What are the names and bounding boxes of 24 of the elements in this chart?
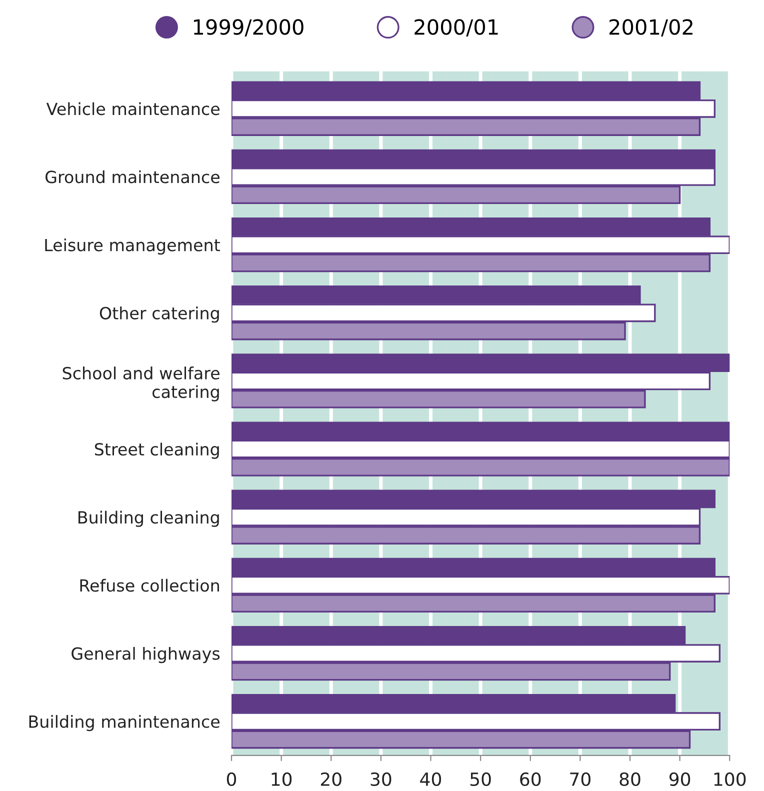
y-tick-label: Leisure management: [45, 238, 220, 255]
x-tick-label: 30: [370, 772, 392, 786]
x-tick-label: 100: [714, 772, 746, 786]
y-tick-label: General highways: [72, 646, 220, 664]
x-tick-label: 90: [669, 772, 690, 786]
x-tick-label: 0: [226, 772, 236, 786]
y-tick-label: Street cleaning: [94, 442, 219, 459]
x-tick-label: 50: [470, 772, 491, 786]
x-tick-label: 40: [420, 772, 442, 786]
y-tick-label: Other catering: [100, 306, 219, 323]
legend-label: 2001/02: [610, 19, 692, 37]
legend-label: 2000/01: [414, 19, 498, 37]
x-tick-label: 80: [620, 772, 640, 786]
x-tick-label: 70: [570, 772, 590, 786]
x-tick-label: 10: [272, 772, 292, 786]
y-tick-label: Ground maintenance: [46, 170, 220, 184]
y-tick-label: Refuse collection: [80, 578, 219, 592]
x-tick-label: 60: [520, 772, 541, 786]
legend-label: 1999/2000: [194, 19, 304, 37]
y-tick-label: School and welfare catering: [62, 366, 220, 402]
y-tick-label: Building manintenance: [29, 715, 220, 732]
x-tick-label: 20: [320, 772, 342, 786]
y-tick-label: Vehicle maintenance: [46, 102, 220, 116]
y-tick-label: Building cleaning: [78, 510, 219, 527]
